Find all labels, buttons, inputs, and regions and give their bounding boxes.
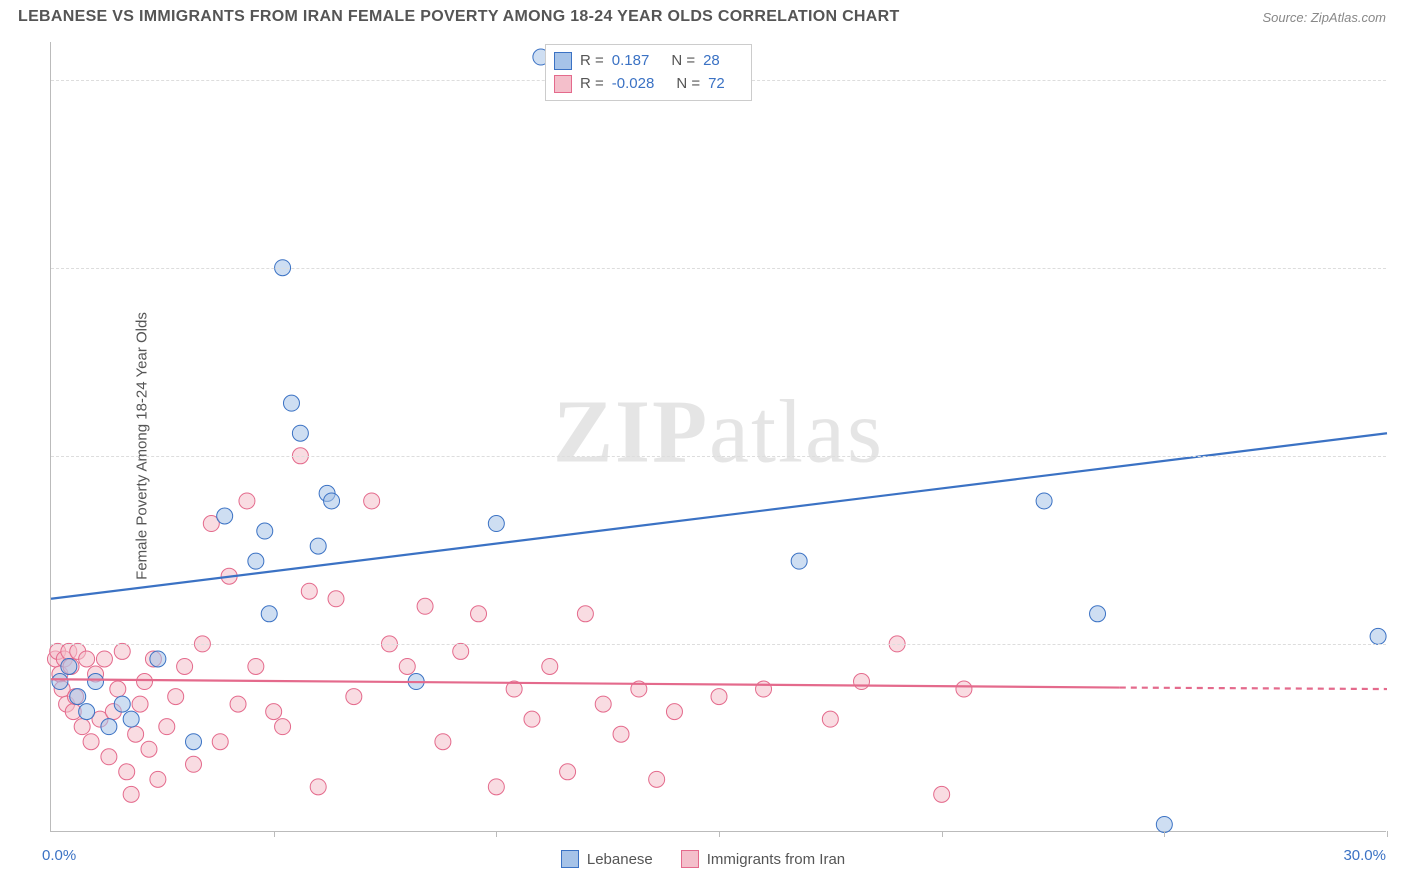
- n-value-lebanese: 28: [703, 49, 720, 72]
- r-value-lebanese: 0.187: [612, 49, 650, 72]
- legend-label-iran: Immigrants from Iran: [707, 851, 845, 868]
- scatter-plot-svg: [51, 42, 1386, 831]
- n-label-2: N =: [676, 72, 700, 95]
- legend-item-lebanese: Lebanese: [561, 850, 653, 868]
- n-label: N =: [671, 49, 695, 72]
- source-label: Source: ZipAtlas.com: [1262, 10, 1386, 25]
- legend-swatch-iran: [681, 850, 699, 868]
- stats-row-iran: R = -0.028 N = 72: [554, 72, 739, 95]
- stats-legend-box: R = 0.187 N = 28 R = -0.028 N = 72: [545, 44, 752, 101]
- swatch-lebanese: [554, 52, 572, 70]
- r-label-2: R =: [580, 72, 604, 95]
- x-axis-max-label: 30.0%: [1343, 847, 1386, 864]
- legend-swatch-lebanese: [561, 850, 579, 868]
- r-label: R =: [580, 49, 604, 72]
- legend-label-lebanese: Lebanese: [587, 851, 653, 868]
- r-value-iran: -0.028: [612, 72, 655, 95]
- title-bar: LEBANESE VS IMMIGRANTS FROM IRAN FEMALE …: [0, 0, 1406, 30]
- chart-plot-area: ZIPatlas 25.0%50.0%75.0%100.0%: [50, 42, 1386, 832]
- n-value-iran: 72: [708, 72, 725, 95]
- bottom-legend: Lebanese Immigrants from Iran: [0, 850, 1406, 868]
- legend-item-iran: Immigrants from Iran: [681, 850, 845, 868]
- chart-title: LEBANESE VS IMMIGRANTS FROM IRAN FEMALE …: [18, 8, 900, 26]
- x-axis-origin-label: 0.0%: [42, 847, 76, 864]
- stats-row-lebanese: R = 0.187 N = 28: [554, 49, 739, 72]
- swatch-iran: [554, 75, 572, 93]
